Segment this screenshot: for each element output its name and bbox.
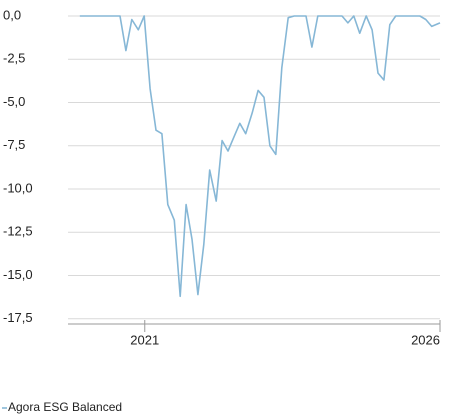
y-tick-label: 0,0 <box>3 7 21 22</box>
x-tick-label: 2026 <box>411 332 440 347</box>
y-tick-label: -2,5 <box>3 51 25 66</box>
y-tick-label: -12,5 <box>3 224 33 239</box>
y-tick-label: -10,0 <box>3 180 33 195</box>
y-tick-label: -5,0 <box>3 94 25 109</box>
legend-label: Agora ESG Balanced <box>8 400 122 414</box>
y-tick-label: -17,5 <box>3 310 33 325</box>
line-series <box>79 15 441 298</box>
y-tick-label: -7,5 <box>3 137 25 152</box>
y-tick-label: -15,0 <box>3 267 33 282</box>
x-tick-label: 2021 <box>130 332 159 347</box>
